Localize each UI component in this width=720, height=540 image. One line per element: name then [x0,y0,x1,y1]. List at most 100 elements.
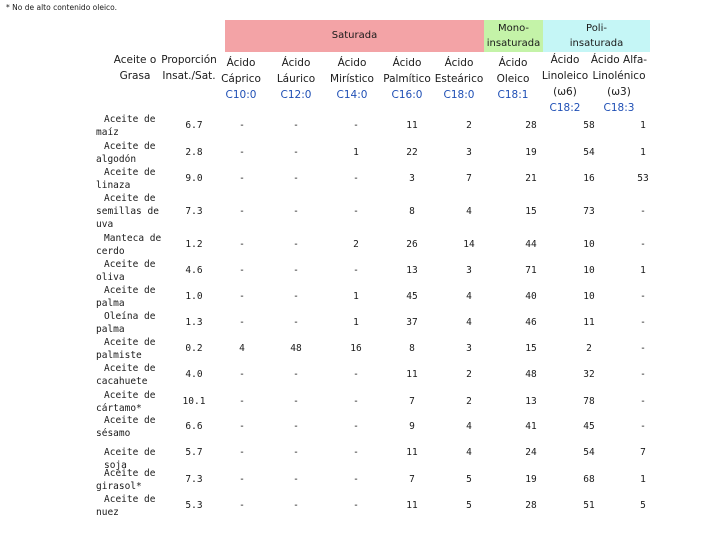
row-value: 5 [466,500,472,511]
row-fat-name-line: Aceite de [104,494,156,505]
row-fat-name: Aceite de maíz [96,113,176,139]
row-value: 10 [583,265,595,276]
row-fat-name: Aceite de nuez [96,493,176,519]
saturated-group-label: Saturada [331,30,378,41]
row-value: - [353,396,359,407]
row-value: - [293,206,299,217]
row-value: - [239,206,245,217]
row-value: 2 [466,396,472,407]
row-value: 73 [583,206,595,217]
alpha-header-line-2: Linolénico [592,70,646,82]
row-value: - [353,500,359,511]
lauric-header-line-1: Ácido [281,57,311,69]
row-fat-name-line: algodón [96,154,137,165]
row-fat-name: Aceite de cacahuete [96,362,176,388]
row-ratio: 2.8 [185,147,203,158]
row-value: 2 [466,369,472,380]
row-value: - [640,206,646,217]
capric-header-line-2: Cáprico [221,73,261,85]
row-value: - [293,291,299,302]
row-value: - [640,396,646,407]
row-value: - [353,369,359,380]
stearic-header-line-2: Esteárico [434,73,484,85]
row-fat-name-line: Aceite de [104,415,156,426]
lauric-header-line-2: Láurico [276,73,316,85]
row-value: - [640,291,646,302]
row-ratio: 1.3 [185,317,203,328]
row-value: 4 [466,421,472,432]
capric-column-header: Ácido Cáprico C10:0 [218,55,264,103]
row-value: 3 [466,265,472,276]
row-value: - [353,120,359,131]
row-fat-name-line: Aceite de soja [104,447,156,471]
row-value: - [239,500,245,511]
row-value: 48 [525,369,537,380]
row-fat-name: Aceite de sésamo [96,414,176,440]
row-value: - [239,447,245,458]
row-fat-name: Aceite de semillas de uva [96,192,176,231]
row-value: 7 [409,396,415,407]
row-value: - [353,173,359,184]
oleic-header-line-1: Ácido [498,57,528,69]
row-fat-name-line: Manteca de [104,233,162,244]
lauric-header-code: C12:0 [280,89,312,101]
row-value: 21 [525,173,537,184]
row-fat-name-line: uva [96,219,114,230]
row-value: - [293,265,299,276]
row-fat-name-line: Aceite de [104,285,156,296]
row-value: 22 [406,147,418,158]
mono-group-header: Mono- insaturada [484,20,543,52]
row-value: 46 [525,317,537,328]
row-fat-name-line: Oleína de [104,311,156,322]
row-value: 7 [640,447,646,458]
row-value: 1 [353,147,359,158]
row-value: 1 [353,317,359,328]
palmitic-header-code: C16:0 [391,89,423,101]
row-fat-name-line: cacahuete [96,376,148,387]
row-fat-name-line: Aceite de [104,390,156,401]
row-fat-name: Oleína de palma [96,310,176,336]
row-value: 53 [637,173,649,184]
row-value: 11 [583,317,595,328]
row-value: 44 [525,239,537,250]
poly-group-header: Poli- insaturada [543,20,650,52]
row-ratio: 5.3 [185,500,203,511]
row-ratio: 9.0 [185,173,203,184]
stearic-column-header: Ácido Esteárico C18:0 [430,55,488,103]
row-fat-name-line: nuez [96,507,119,518]
row-value: - [293,474,299,485]
linoleic-header-line-2: Linoleico [541,70,589,82]
linoleic-header-line-3: (ω6) [553,86,577,98]
row-value: 1 [640,474,646,485]
row-fat-name-line: cártamo* [96,403,142,414]
row-fat-name-line: Aceite de [104,363,156,374]
row-fat-name-line: palmiste [96,350,142,361]
row-value: - [353,421,359,432]
row-value: - [239,421,245,432]
row-value: - [239,474,245,485]
row-value: 37 [406,317,418,328]
oleic-header-code: C18:1 [497,89,529,101]
row-fat-name: Aceite de oliva [96,258,176,284]
row-value: 7 [466,173,472,184]
row-value: 26 [406,239,418,250]
row-value: 16 [350,343,362,354]
row-value: 10 [583,239,595,250]
mono-group-label-2: insaturada [486,38,541,49]
row-fat-name-line: linaza [96,180,131,191]
row-value: 4 [239,343,245,354]
row-fat-name: Aceite de palmiste [96,336,176,362]
row-value: 54 [583,147,595,158]
myristic-header-code: C14:0 [336,89,368,101]
row-value: 9 [409,421,415,432]
row-value: 28 [525,120,537,131]
row-value: 54 [583,447,595,458]
row-ratio: 10.1 [182,396,206,407]
row-value: - [293,396,299,407]
row-value: 19 [525,474,537,485]
row-value: 10 [583,291,595,302]
row-fat-name: Aceite de cártamo* [96,389,176,415]
row-fat-name-line: Aceite de [104,337,156,348]
row-fat-name-line: Aceite de [104,114,156,125]
row-value: 48 [290,343,302,354]
